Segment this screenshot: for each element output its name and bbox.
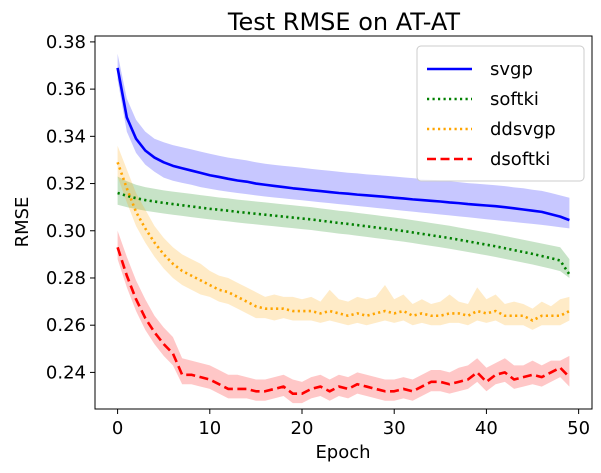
series-line-svgp	[116, 67, 570, 222]
series-line-softki	[117, 191, 571, 276]
x-tick-label: 50	[567, 418, 590, 439]
y-axis: 0.24 0.26 0.28 0.30 0.32 0.34 0.36 0.38	[46, 32, 95, 383]
x-tick-label: 10	[198, 418, 221, 439]
x-tick-label: 40	[475, 418, 498, 439]
y-tick-label: 0.30	[46, 221, 86, 242]
series-line-dsoftki	[116, 246, 571, 395]
y-tick-label: 0.28	[46, 268, 86, 289]
x-axis-title: Epoch	[315, 442, 370, 463]
x-tick-label: 20	[291, 418, 314, 439]
series-lines	[116, 67, 571, 395]
y-tick-label: 0.32	[46, 174, 86, 195]
y-tick-label: 0.26	[46, 315, 86, 336]
y-tick-label: 0.36	[46, 79, 86, 100]
band-dsoftki	[117, 230, 570, 404]
legend: svgp softki ddsvgp dsoftki	[416, 45, 585, 182]
band-svgp	[117, 53, 570, 229]
band-softki	[117, 176, 570, 278]
x-tick-label: 30	[383, 418, 406, 439]
confidence-bands	[117, 53, 570, 404]
x-tick-label: 0	[112, 418, 123, 439]
x-axis: 0 10 20 30 40 50	[112, 409, 590, 439]
legend-label-svgp: svgp	[490, 59, 533, 80]
legend-box	[416, 45, 585, 182]
y-tick-label: 0.24	[46, 362, 86, 383]
legend-label-softki: softki	[490, 89, 539, 110]
y-tick-label: 0.34	[46, 126, 86, 147]
y-axis-title: RMSE	[12, 197, 33, 248]
legend-label-dsoftki: dsoftki	[490, 149, 550, 170]
legend-label-ddsvgp: ddsvgp	[490, 119, 556, 140]
chart-title: Test RMSE on AT-AT	[227, 8, 461, 36]
band-ddsvgp	[117, 145, 570, 330]
y-tick-label: 0.38	[46, 32, 86, 53]
plot-frame	[94, 35, 593, 410]
